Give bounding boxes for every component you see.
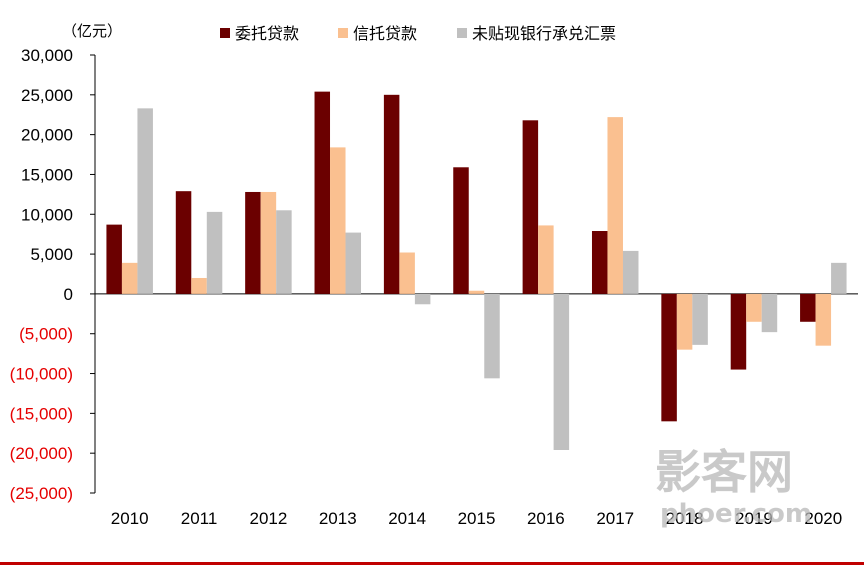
bar bbox=[692, 293, 708, 345]
watermark: 影客网 phoer.com bbox=[655, 445, 812, 529]
legend: 委托贷款 信托贷款 未贴现银行承兑汇票 bbox=[220, 24, 616, 43]
bar bbox=[453, 167, 469, 294]
legend-swatch bbox=[220, 28, 230, 38]
bar bbox=[276, 210, 292, 294]
watermark-en: phoer.com bbox=[660, 499, 812, 529]
x-tick-label: 2011 bbox=[181, 509, 218, 528]
y-tick-label: 0 bbox=[64, 285, 73, 304]
bottom-border bbox=[0, 562, 864, 565]
x-tick-label: 2020 bbox=[804, 509, 842, 528]
x-tick-label: 2015 bbox=[458, 509, 496, 528]
bar bbox=[538, 225, 554, 294]
bar bbox=[121, 262, 138, 294]
unit-label: （亿元） bbox=[62, 22, 122, 40]
bar bbox=[245, 191, 261, 294]
bar bbox=[345, 232, 362, 294]
legend-swatch bbox=[338, 28, 348, 38]
bar bbox=[383, 94, 400, 294]
bar bbox=[746, 293, 762, 322]
x-tick-label: 2012 bbox=[249, 509, 287, 528]
bar bbox=[522, 120, 539, 294]
bar bbox=[831, 262, 847, 294]
bar bbox=[815, 293, 832, 346]
x-tick-label: 2018 bbox=[666, 509, 704, 528]
bar bbox=[399, 252, 415, 294]
x-tick-label: 2016 bbox=[527, 509, 565, 528]
legend-label: 委托贷款 bbox=[235, 24, 299, 43]
bars bbox=[106, 91, 847, 450]
x-tick-label: 2019 bbox=[735, 509, 773, 528]
legend-swatch bbox=[457, 28, 467, 38]
y-axis: 30,000 25,000 20,000 15,000 10,000 5,000 0 (5,0… bbox=[10, 46, 96, 503]
y-tick-label: 30,000 bbox=[21, 46, 73, 65]
y-tick-label: (10,000) bbox=[10, 365, 73, 384]
bar bbox=[591, 230, 608, 294]
bar bbox=[553, 293, 570, 450]
bar bbox=[676, 293, 693, 350]
bar bbox=[175, 191, 192, 294]
bar bbox=[468, 290, 485, 294]
y-tick-label: 25,000 bbox=[21, 86, 73, 105]
y-tick-label: (20,000) bbox=[10, 444, 73, 463]
x-tick-label: 2010 bbox=[111, 509, 149, 528]
x-tick-label: 2013 bbox=[319, 509, 357, 528]
y-tick-label: (15,000) bbox=[10, 404, 73, 423]
x-tick-label: 2017 bbox=[596, 509, 634, 528]
bar bbox=[661, 293, 677, 422]
bar bbox=[484, 293, 500, 379]
y-tick-label: 10,000 bbox=[21, 205, 73, 224]
legend-label: 未贴现银行承兑汇票 bbox=[472, 24, 616, 43]
bar bbox=[622, 250, 639, 294]
y-tick-label: 15,000 bbox=[21, 165, 73, 184]
legend-label: 信托贷款 bbox=[353, 24, 417, 43]
bar bbox=[414, 293, 431, 305]
y-tick-label: 5,000 bbox=[30, 245, 73, 264]
bar bbox=[730, 293, 747, 370]
bar bbox=[260, 191, 277, 294]
y-tick-label: 20,000 bbox=[21, 126, 73, 145]
watermark-cn: 影客网 bbox=[655, 445, 793, 499]
bar bbox=[800, 293, 816, 322]
bar bbox=[137, 108, 153, 294]
bar bbox=[330, 147, 346, 294]
y-tick-label: (5,000) bbox=[19, 325, 73, 344]
bar bbox=[191, 277, 207, 294]
bar bbox=[206, 211, 223, 294]
bar bbox=[607, 117, 623, 294]
bar bbox=[761, 293, 778, 333]
bar bbox=[314, 91, 331, 294]
y-tick-label: (25,000) bbox=[10, 484, 73, 503]
bar bbox=[106, 224, 122, 294]
x-tick-label: 2014 bbox=[388, 509, 426, 528]
